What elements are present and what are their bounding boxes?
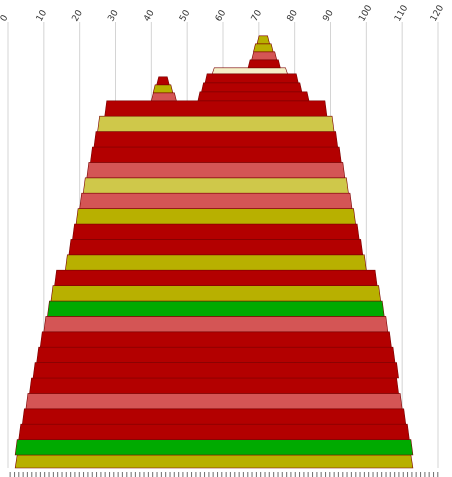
area-band-4	[25, 393, 403, 410]
area-band-16	[75, 208, 356, 225]
area-band-19	[86, 162, 346, 179]
area-band-6	[32, 362, 399, 379]
area-band-1	[14, 439, 414, 456]
area-band-2	[18, 423, 410, 440]
peak-bands	[150, 35, 281, 102]
x-tick-label: 0	[0, 13, 11, 23]
area-band-10	[47, 300, 385, 317]
x-tick-label: 10	[35, 8, 50, 23]
top-peak-band-3	[256, 35, 270, 45]
x-tick-label: 30	[106, 8, 121, 23]
upper-band-2	[204, 73, 299, 84]
area-band-13	[64, 254, 367, 271]
area-band-7	[36, 346, 396, 363]
area-band-20	[90, 146, 342, 163]
x-tick-label: 40	[142, 8, 157, 23]
area-band-3	[21, 408, 407, 425]
x-tick-label: 60	[214, 8, 229, 23]
upper-band-1	[201, 82, 303, 93]
x-tick-label: 50	[178, 8, 193, 23]
x-tick-label: 90	[321, 8, 336, 23]
x-tick-label: 110	[393, 3, 410, 23]
left-peak-band-1	[152, 84, 174, 94]
area-band-21	[93, 131, 339, 148]
top-peak-band-0	[247, 59, 281, 69]
top-peak-band-1	[251, 51, 278, 61]
x-tick-label: 120	[429, 3, 446, 23]
area-band-23	[104, 100, 328, 117]
top-peak-band-2	[253, 43, 274, 53]
area-bands	[14, 67, 414, 469]
bottom-axis-text: ||||||||||||||||||||||||||||||||||||||||…	[8, 472, 441, 477]
area-band-9	[43, 316, 389, 333]
x-tick-label: 100	[357, 3, 374, 23]
upper-band-0	[197, 91, 310, 102]
x-tick-label: 70	[250, 8, 265, 23]
x-tick-label: 20	[71, 8, 86, 23]
area-band-5	[29, 377, 399, 394]
area-band-18	[82, 177, 349, 194]
left-peak-band-0	[150, 92, 177, 102]
upper-band-3	[211, 67, 288, 75]
area-band-8	[39, 331, 392, 348]
area-band-14	[68, 239, 364, 256]
x-axis-ticks: 0 10 20 30 40 50 60 70 80 90 100 110 120	[0, 3, 446, 23]
area-band-11	[50, 285, 382, 302]
x-tick-label: 80	[286, 8, 301, 23]
area-band-15	[72, 223, 360, 240]
area-band-22	[97, 115, 335, 132]
area-band-17	[79, 192, 353, 209]
area-band-12	[54, 269, 378, 286]
area-band-0	[14, 454, 414, 469]
left-peak-band-2	[156, 76, 170, 86]
